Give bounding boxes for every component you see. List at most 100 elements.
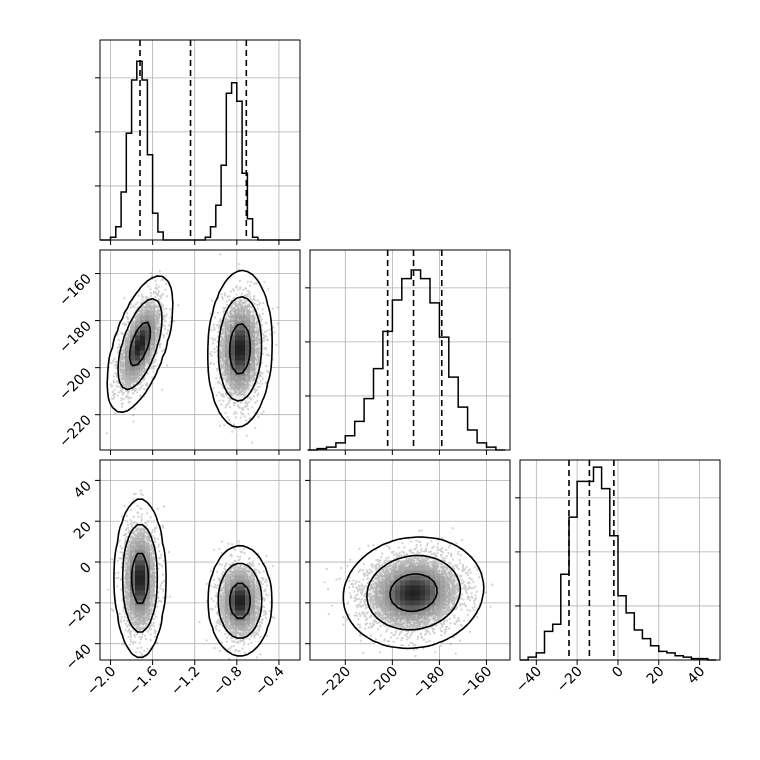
density-bin	[245, 565, 251, 571]
density-bin	[135, 395, 141, 401]
density-bin	[210, 370, 216, 376]
density-bin	[155, 525, 161, 531]
density-bin	[130, 370, 136, 376]
density-bin	[435, 540, 441, 546]
density-bin	[125, 395, 131, 401]
density-bin	[245, 305, 251, 311]
density-bin	[405, 565, 411, 571]
density-bin	[475, 580, 481, 586]
density-bin	[370, 625, 376, 631]
density-bin	[245, 400, 251, 406]
density-bin	[165, 290, 171, 296]
ytick-label: −180	[56, 318, 95, 357]
density-bin	[360, 565, 366, 571]
density-bin	[460, 595, 466, 601]
density-bin	[245, 580, 251, 586]
density-bin	[440, 605, 446, 611]
density-bin	[360, 595, 366, 601]
density-bin	[410, 580, 416, 586]
density-bin	[210, 385, 216, 391]
density-bin	[455, 565, 461, 571]
density-bin	[160, 545, 166, 551]
density-bin	[240, 620, 246, 626]
density-bin	[230, 640, 236, 646]
xtick-label: −180	[410, 664, 449, 703]
density-bin	[120, 540, 126, 546]
density-bin	[155, 345, 161, 351]
density-bin	[230, 280, 236, 286]
density-bin	[400, 625, 406, 631]
density-bin	[135, 330, 141, 336]
density-bin	[455, 625, 461, 631]
density-bin	[425, 635, 431, 641]
density-bin	[150, 375, 156, 381]
density-bin	[255, 305, 261, 311]
density-bin	[230, 360, 236, 366]
density-bin	[445, 625, 451, 631]
density-bin	[230, 385, 236, 391]
density-bin	[140, 540, 146, 546]
density-bin	[400, 580, 406, 586]
density-bin	[250, 390, 256, 396]
density-bin	[465, 570, 471, 576]
density-bin	[360, 580, 366, 586]
density-bin	[160, 575, 166, 581]
density-bin	[450, 565, 456, 571]
density-bin	[220, 580, 226, 586]
density-bin	[395, 580, 401, 586]
density-bin	[125, 520, 131, 526]
density-bin	[135, 370, 141, 376]
density-bin	[355, 585, 361, 591]
density-bin	[230, 345, 236, 351]
density-bin	[395, 635, 401, 641]
density-bin	[160, 340, 166, 346]
density-bin	[235, 335, 241, 341]
density-bin	[235, 390, 241, 396]
density-bin	[430, 585, 436, 591]
density-bin	[245, 280, 251, 286]
density-bin	[385, 635, 391, 641]
density-bin	[250, 375, 256, 381]
density-bin	[440, 540, 446, 546]
density-bin	[255, 625, 261, 631]
density-bin	[445, 580, 451, 586]
density-bin	[255, 285, 261, 291]
density-bin	[255, 595, 261, 601]
contour-line	[389, 573, 438, 613]
density-bin	[210, 580, 216, 586]
density-bin	[350, 590, 356, 596]
density-bin	[220, 365, 226, 371]
density-bin	[210, 375, 216, 381]
density-bin	[415, 605, 421, 611]
density-bin	[260, 295, 266, 301]
density-bin	[230, 565, 236, 571]
density-bin	[140, 290, 146, 296]
density-bin	[235, 365, 241, 371]
density-bin	[445, 600, 451, 606]
density-bin	[165, 300, 171, 306]
density-bin	[425, 550, 431, 556]
density-bin	[420, 615, 426, 621]
density-bin	[135, 620, 141, 626]
density-bin	[475, 565, 481, 571]
density-bin	[120, 620, 126, 626]
density-bin	[390, 550, 396, 556]
panel-frame	[309, 249, 511, 451]
density-bin	[370, 570, 376, 576]
density-bin	[135, 510, 141, 516]
density-bin	[135, 300, 141, 306]
density-bin	[385, 560, 391, 566]
density-bin	[215, 385, 221, 391]
density-bin	[220, 640, 226, 646]
density-bin	[435, 595, 441, 601]
density-bin	[370, 565, 376, 571]
density-bin	[260, 335, 266, 341]
density-bin	[235, 405, 241, 411]
density-bin	[130, 300, 136, 306]
density-bin	[255, 560, 261, 566]
density-bin	[140, 360, 146, 366]
density-bin	[220, 295, 226, 301]
density-bin	[160, 560, 166, 566]
density-bin	[115, 555, 121, 561]
